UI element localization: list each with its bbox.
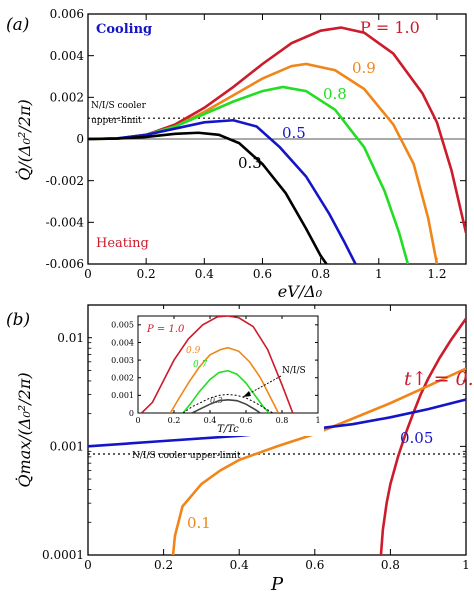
panel-b-ylabel: Q̇max/(Δ₀²/2π) xyxy=(15,372,34,487)
inset-ytick-label: 0.004 xyxy=(111,338,134,347)
panel-b-ytick-label: 0.001 xyxy=(50,440,84,454)
panel-a-series-label: 0.5 xyxy=(282,124,306,142)
panel-b-xtick-label: 1 xyxy=(462,558,470,572)
panel-a-plot-area xyxy=(88,28,466,264)
inset-xtick-label: 0 xyxy=(135,416,140,425)
panel-b-limit-label: N/I/S cooler upper-limit xyxy=(132,451,241,461)
panel-b-ytick-label: 0.0001 xyxy=(42,548,84,562)
panel-b-series-label: 0.1 xyxy=(187,514,211,532)
panel-a-ytick-label: -0.006 xyxy=(46,257,84,271)
panel-a-label: (a) xyxy=(6,15,29,35)
panel-b-xlabel: P xyxy=(270,574,284,595)
panel-a-xtick-label: 0.6 xyxy=(253,267,272,281)
inset-series-label: 0.3 xyxy=(210,396,223,405)
panel-a-ylabel: Q̇/(Δ₀²/2π) xyxy=(15,99,34,180)
panel-b-xtick-label: 0.2 xyxy=(154,558,173,572)
inset-xtick-label: 1 xyxy=(315,416,320,425)
panel-b-xtick-label: 0 xyxy=(84,558,92,572)
panel-a-series-line xyxy=(88,28,466,233)
panel-a-ytick-label: 0 xyxy=(76,132,84,146)
inset-xtick-label: 0.4 xyxy=(204,416,217,425)
panel-a-ytick-label: 0.004 xyxy=(50,49,85,63)
panel-a-limit-label-2: upper-limit xyxy=(91,116,142,126)
inset-ytick-label: 0 xyxy=(129,409,134,418)
inset-xlabel: T/Tc xyxy=(217,424,239,435)
inset-xtick-label: 0.6 xyxy=(240,416,253,425)
inset: 0 0.2 0.4 0.6 0.8 1 0 0.001 0.002 0.003 0.004 0.005… xyxy=(92,309,324,436)
panel-a-xtick-label: 0.8 xyxy=(311,267,330,281)
panel-b-ytick-label: 0.01 xyxy=(57,331,84,345)
panel-a-xtick-label: 0 xyxy=(84,267,92,281)
panel-a-series-label: 0.3 xyxy=(238,154,262,172)
panel-a-xlabel: eV/Δ₀ xyxy=(278,282,323,301)
panel-a-series-label: 0.8 xyxy=(323,85,347,103)
panel-a-ytick-label: 0.006 xyxy=(50,7,84,21)
inset-ytick-label: 0.002 xyxy=(111,374,134,383)
inset-ytick-label: 0.001 xyxy=(111,391,134,400)
inset-ytick-label: 0.005 xyxy=(111,321,134,330)
panel-a: 0 0.2 0.4 0.6 0.8 1 1.2 -0.006 -0.004 -0.002 0 0.00… xyxy=(6,7,466,301)
inset-arrow-label: N/I/S xyxy=(282,366,306,376)
inset-series-label: P = 1.0 xyxy=(146,324,185,335)
inset-ytick-label: 0.003 xyxy=(111,356,134,365)
panel-a-series-label: P = 1.0 xyxy=(360,18,420,37)
panel-a-ytick-label: -0.002 xyxy=(46,174,84,188)
panel-a-xtick-label: 1 xyxy=(375,267,383,281)
panel-b-xtick-label: 0.8 xyxy=(381,558,400,572)
inset-series-label: 0.9 xyxy=(186,346,201,356)
panel-b-t-label: t↑ = 0.3 xyxy=(404,368,474,390)
panel-a-xtick-label: 1.2 xyxy=(427,267,446,281)
panel-b-label: (b) xyxy=(6,310,30,330)
panel-a-series-label: 0.9 xyxy=(352,59,376,77)
panel-a-cooling-label: Cooling xyxy=(96,22,152,37)
panel-a-ytick-label: 0.002 xyxy=(50,91,84,105)
panel-b-xtick-label: 0.6 xyxy=(305,558,324,572)
panel-a-limit-label-1: N/I/S cooler xyxy=(91,101,147,111)
panel-a-xtick-label: 0.4 xyxy=(195,267,214,281)
inset-series-label: 0.7 xyxy=(193,360,208,370)
panel-a-series xyxy=(88,28,466,264)
panel-a-xtick-label: 0.2 xyxy=(137,267,156,281)
panel-a-heating-label: Heating xyxy=(96,236,149,251)
panel-a-ytick-label: -0.004 xyxy=(46,216,85,230)
panel-b-xtick-label: 0.4 xyxy=(230,558,249,572)
inset-xtick-label: 0.8 xyxy=(276,416,289,425)
panel-b: 0 0.2 0.4 0.6 0.8 1 0.0001 0.001 0.01 (b) N/I/S … xyxy=(6,305,474,595)
panel-b-series-label: 0.05 xyxy=(400,429,433,447)
inset-xtick-label: 0.2 xyxy=(168,416,181,425)
